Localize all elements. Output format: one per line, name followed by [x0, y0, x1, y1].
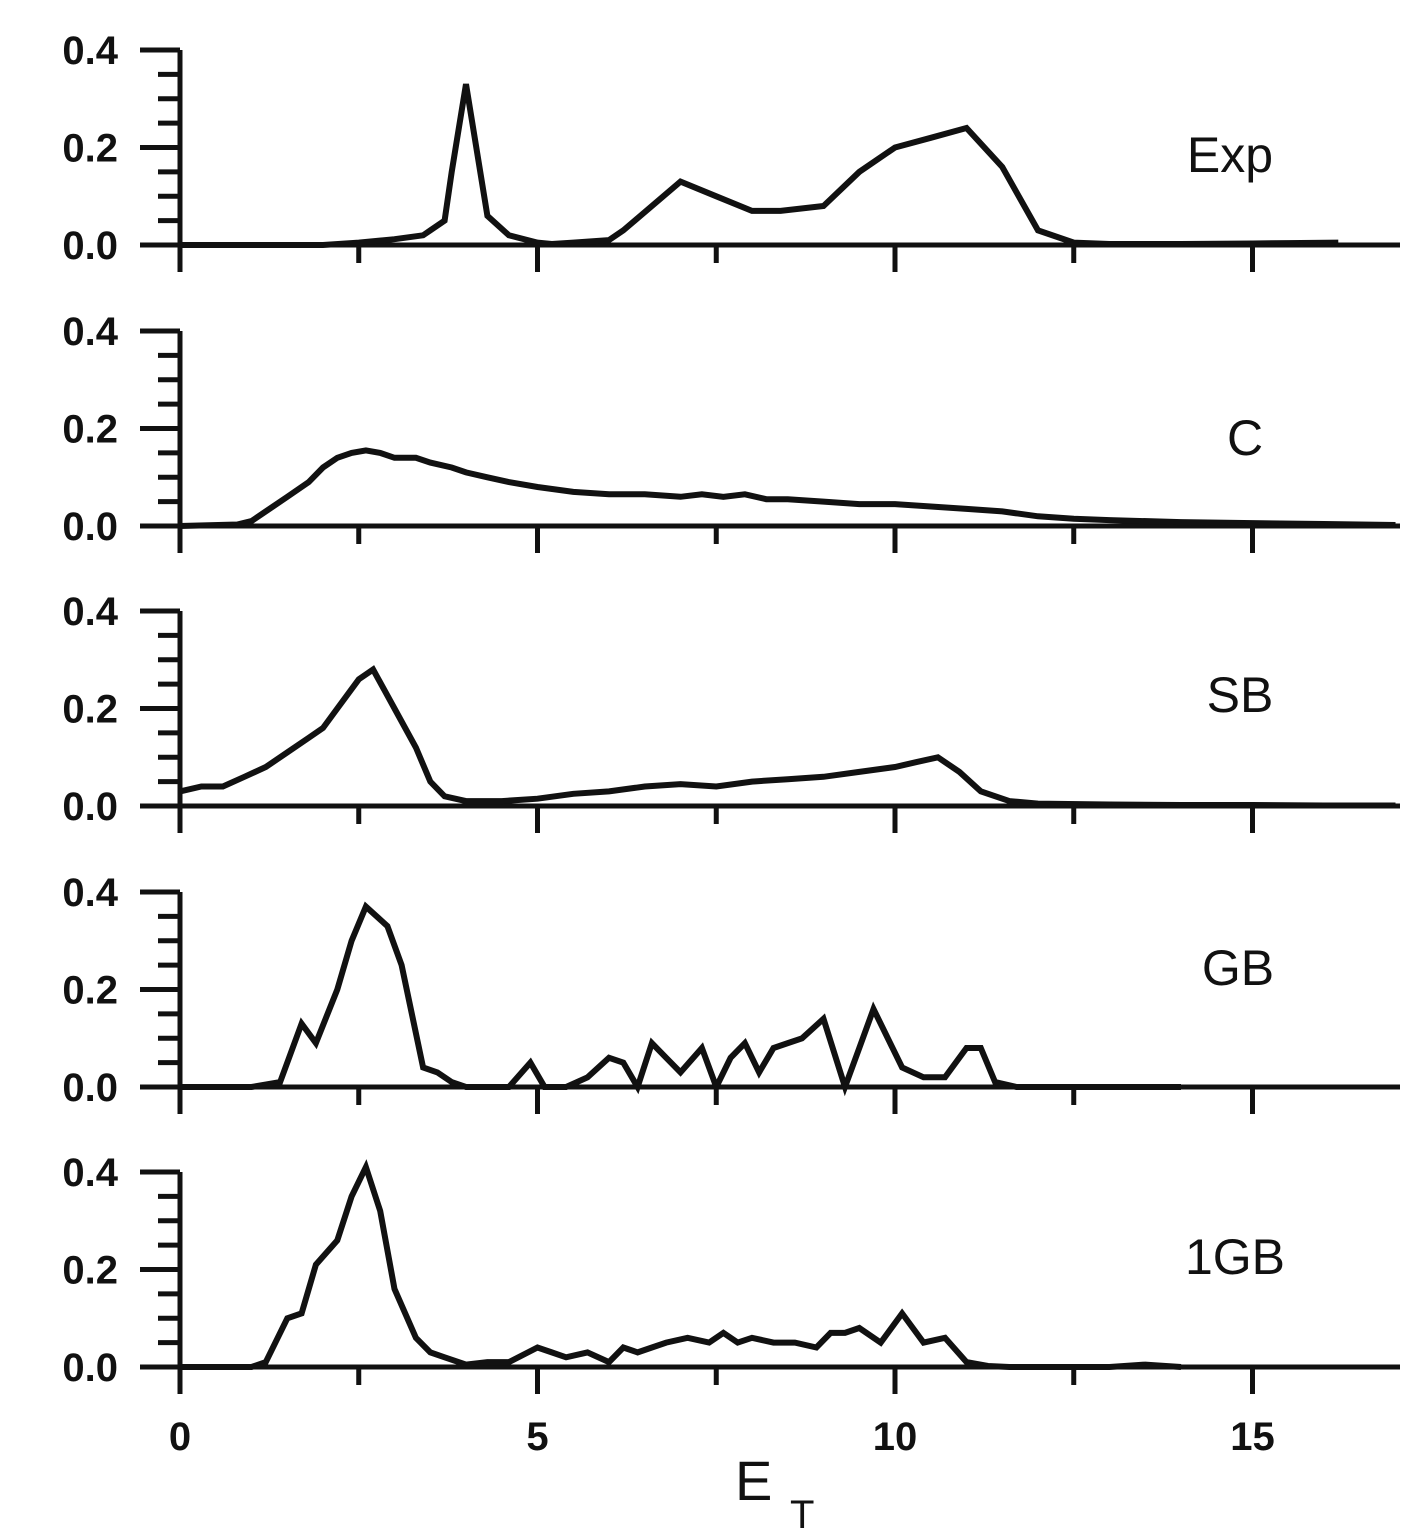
panel-exp: 0.0 0.2 0.4 Exp	[62, 29, 1400, 272]
panel-label: GB	[1202, 940, 1274, 996]
panel-label: SB	[1207, 667, 1274, 723]
panel-gb: 0.0 0.2 0.4 GB	[62, 871, 1400, 1114]
y-tick-label: 0.4	[62, 590, 118, 634]
series-line-1gb	[180, 1159, 1182, 1370]
panels-layer: 0.00.20.4Exp0.00.20.4C0.00.20.4SB0.00.20…	[62, 29, 1400, 1459]
y-tick-label: 0.0	[62, 785, 118, 829]
x-tick-label: 15	[1230, 1415, 1275, 1459]
y-tick-label: 0.2	[62, 408, 118, 452]
x-tick-label: 0	[169, 1415, 191, 1459]
x-axis-label-subscript: T	[790, 1493, 814, 1537]
y-tick-label: 0.4	[62, 310, 118, 354]
y-tick-label: 0.4	[62, 29, 118, 73]
y-tick-label: 0.4	[62, 1151, 118, 1195]
y-tick-label: 0.2	[62, 1249, 118, 1293]
x-axis-label: E	[735, 1449, 772, 1512]
y-tick-label: 0.0	[62, 1066, 118, 1110]
y-tick-label: 0.0	[62, 1346, 118, 1390]
series-line-exp	[180, 83, 1339, 248]
y-tick-label: 0.0	[62, 224, 118, 268]
series-line-sb	[179, 665, 1396, 809]
panel-label: C	[1227, 410, 1263, 466]
y-tick-label: 0.0	[62, 505, 118, 549]
panel-1gb: 0.0 0.2 0.4 1GB	[62, 1151, 1400, 1394]
panel-label: 1GB	[1185, 1229, 1285, 1285]
y-tick-label: 0.2	[62, 127, 118, 171]
panel-sb: 0.0 0.2 0.4 SB	[62, 590, 1400, 833]
y-tick-label: 0.2	[62, 969, 118, 1013]
y-tick-label: 0.2	[62, 688, 118, 732]
series-line-gb	[180, 901, 1181, 1097]
series-line-c	[179, 447, 1396, 529]
x-tick-label: 5	[526, 1415, 548, 1459]
panel-label: Exp	[1187, 127, 1273, 183]
x-tick-label: 10	[873, 1415, 918, 1459]
panel-c: 0.0 0.2 0.4 C	[62, 310, 1400, 553]
y-tick-label: 0.4	[62, 871, 118, 915]
